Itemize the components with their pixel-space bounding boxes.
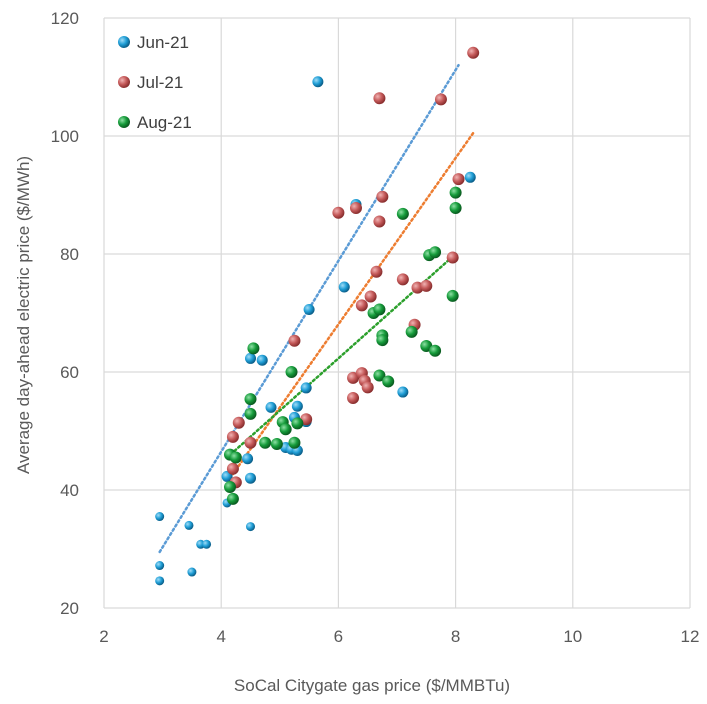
data-point-jun-21 — [246, 522, 255, 532]
legend-marker-aug-21 — [118, 116, 130, 128]
data-point-jul-21 — [467, 46, 480, 59]
data-point-aug-21 — [405, 325, 418, 338]
data-point-jul-21 — [396, 273, 409, 286]
data-point-jul-21 — [244, 436, 257, 449]
data-points — [155, 46, 480, 586]
legend-label-jun-21: Jun-21 — [137, 33, 189, 52]
data-point-jul-21 — [364, 290, 377, 303]
data-point-jul-21 — [347, 391, 360, 404]
data-point-jun-21 — [187, 567, 197, 577]
data-point-aug-21 — [376, 334, 389, 347]
data-point-jul-21 — [332, 206, 345, 219]
legend-marker-jun-21 — [118, 36, 130, 48]
data-point-jun-21 — [397, 386, 409, 398]
data-point-jul-21 — [420, 279, 433, 292]
data-point-jul-21 — [226, 462, 239, 475]
data-point-jun-21 — [300, 382, 312, 394]
data-point-aug-21 — [244, 407, 257, 420]
data-point-jul-21 — [347, 371, 360, 384]
data-point-aug-21 — [285, 366, 298, 378]
data-point-jul-21 — [370, 265, 383, 278]
legend-marker-jul-21 — [118, 76, 130, 88]
data-point-jul-21 — [434, 93, 447, 106]
x-tick-label: 12 — [681, 627, 700, 646]
data-point-aug-21 — [244, 393, 257, 406]
y-axis-ticks: 20 40 60 80 100 120 — [51, 9, 79, 618]
x-tick-label: 4 — [216, 627, 225, 646]
legend: Jun-21 Jul-21 Aug-21 — [118, 33, 192, 132]
x-axis-ticks: 2 4 6 8 10 12 — [99, 627, 699, 646]
data-point-aug-21 — [229, 451, 242, 464]
x-tick-label: 10 — [563, 627, 582, 646]
data-point-jun-21 — [338, 281, 350, 293]
legend-label-aug-21: Aug-21 — [137, 113, 192, 132]
x-tick-label: 6 — [334, 627, 343, 646]
data-point-aug-21 — [429, 246, 442, 259]
data-point-jul-21 — [226, 430, 239, 443]
data-point-jun-21 — [312, 76, 324, 88]
data-point-jun-21 — [184, 520, 194, 530]
data-point-jun-21 — [291, 400, 303, 412]
data-point-aug-21 — [270, 437, 283, 450]
data-point-aug-21 — [382, 375, 395, 388]
data-point-jun-21 — [245, 472, 256, 484]
data-point-aug-21 — [420, 340, 433, 353]
y-tick-label: 100 — [51, 127, 79, 146]
data-point-jun-21 — [256, 354, 268, 366]
data-point-jun-21 — [155, 561, 165, 571]
data-point-aug-21 — [247, 342, 260, 355]
data-point-aug-21 — [279, 423, 292, 436]
data-point-aug-21 — [288, 436, 301, 449]
data-point-aug-21 — [429, 344, 442, 357]
data-point-aug-21 — [226, 492, 239, 505]
data-point-jun-21 — [155, 512, 165, 522]
data-point-jul-21 — [373, 92, 386, 105]
data-point-jul-21 — [452, 173, 465, 186]
data-point-jun-21 — [155, 576, 165, 586]
data-point-aug-21 — [373, 303, 386, 316]
x-tick-label: 8 — [451, 627, 460, 646]
data-point-jun-21 — [265, 401, 277, 413]
gridlines — [103, 17, 691, 609]
data-point-jul-21 — [361, 381, 374, 394]
trendline-jul-21 — [228, 131, 475, 480]
data-point-aug-21 — [259, 436, 272, 449]
y-tick-label: 60 — [60, 363, 79, 382]
data-point-jul-21 — [349, 201, 362, 214]
y-tick-label: 80 — [60, 245, 79, 264]
y-tick-label: 40 — [60, 481, 79, 500]
data-point-aug-21 — [449, 186, 462, 199]
data-point-aug-21 — [223, 481, 236, 494]
trendlines — [158, 63, 475, 554]
data-point-jul-21 — [288, 334, 301, 347]
data-point-aug-21 — [446, 289, 459, 302]
data-point-jun-21 — [303, 303, 315, 315]
legend-label-jul-21: Jul-21 — [137, 73, 183, 92]
data-point-aug-21 — [291, 417, 304, 430]
data-point-jun-21 — [464, 171, 476, 183]
x-axis-title: SoCal Citygate gas price ($/MMBTu) — [234, 676, 510, 695]
y-axis-title: Average day-ahead electric price ($/MWh) — [14, 156, 33, 474]
data-point-aug-21 — [373, 369, 386, 382]
data-point-aug-21 — [449, 201, 462, 214]
y-tick-label: 20 — [60, 599, 79, 618]
data-point-jul-21 — [373, 215, 386, 228]
data-point-jul-21 — [446, 251, 459, 264]
x-tick-label: 2 — [99, 627, 108, 646]
y-tick-label: 120 — [51, 9, 79, 28]
data-point-jul-21 — [232, 416, 245, 429]
data-point-jul-21 — [355, 299, 368, 312]
data-point-jun-21 — [202, 539, 212, 549]
data-point-jun-21 — [245, 352, 256, 364]
data-point-aug-21 — [396, 207, 409, 220]
data-point-jul-21 — [376, 190, 389, 203]
data-point-jun-21 — [242, 453, 254, 465]
